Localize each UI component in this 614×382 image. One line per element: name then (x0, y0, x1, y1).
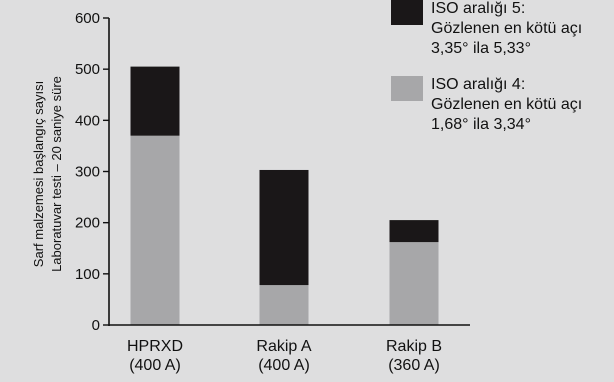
y-axis-label: Sarf malzemesi başlangıç sayısı Laboratuv… (31, 76, 64, 272)
y-tick-label: 500 (75, 61, 100, 78)
y-tick-label: 200 (75, 215, 100, 232)
y-tick-label: 400 (75, 112, 100, 129)
bar-group (130, 66, 439, 325)
legend-label-line: 3,35° ila 5,33° (431, 40, 531, 57)
legend: ISO aralığı 5: Gözlenen en kötü açı 3,35° … (391, 0, 582, 133)
legend-label-line: Gözlenen en kötü açı (431, 96, 582, 113)
bar-iso4-2 (389, 242, 439, 325)
bar-iso4-1 (259, 285, 309, 325)
y-axis-label-line: Sarf malzemesi başlangıç sayısı (31, 81, 46, 267)
bar-iso5-0 (130, 66, 180, 136)
x-tick-label: (360 A) (388, 357, 440, 374)
y-tick-label: 300 (75, 164, 100, 181)
legend-swatch-iso4 (391, 76, 423, 101)
y-ticks: 0 100 200 300 400 500 600 (75, 10, 109, 334)
x-tick-label: (400 A) (129, 357, 181, 374)
bar-iso4-0 (130, 135, 180, 325)
legend-label-line: Gözlenen en kötü açı (431, 20, 582, 37)
x-tick-labels: HPRXD (400 A) Rakip A (400 A) Rakip B (360 A) (127, 338, 442, 374)
y-tick-label: 0 (92, 317, 100, 334)
y-tick-label: 100 (75, 266, 100, 283)
bar-iso5-1 (259, 169, 309, 286)
y-tick-label: 600 (75, 10, 100, 27)
y-axis-label-line: Laboratuvar testi – 20 saniye süre (49, 76, 64, 272)
bar-iso5-2 (389, 220, 439, 243)
x-tick-label: HPRXD (127, 338, 183, 355)
legend-label-line: ISO aralığı 5: (431, 0, 525, 17)
x-tick-label: Rakip A (256, 338, 311, 355)
legend-label-line: 1,68° ila 3,34° (431, 116, 531, 133)
x-tick-label: Rakip B (386, 338, 442, 355)
legend-label-line: ISO aralığı 4: (431, 76, 525, 93)
legend-swatch-iso5 (391, 0, 423, 25)
x-tick-label: (400 A) (258, 357, 310, 374)
